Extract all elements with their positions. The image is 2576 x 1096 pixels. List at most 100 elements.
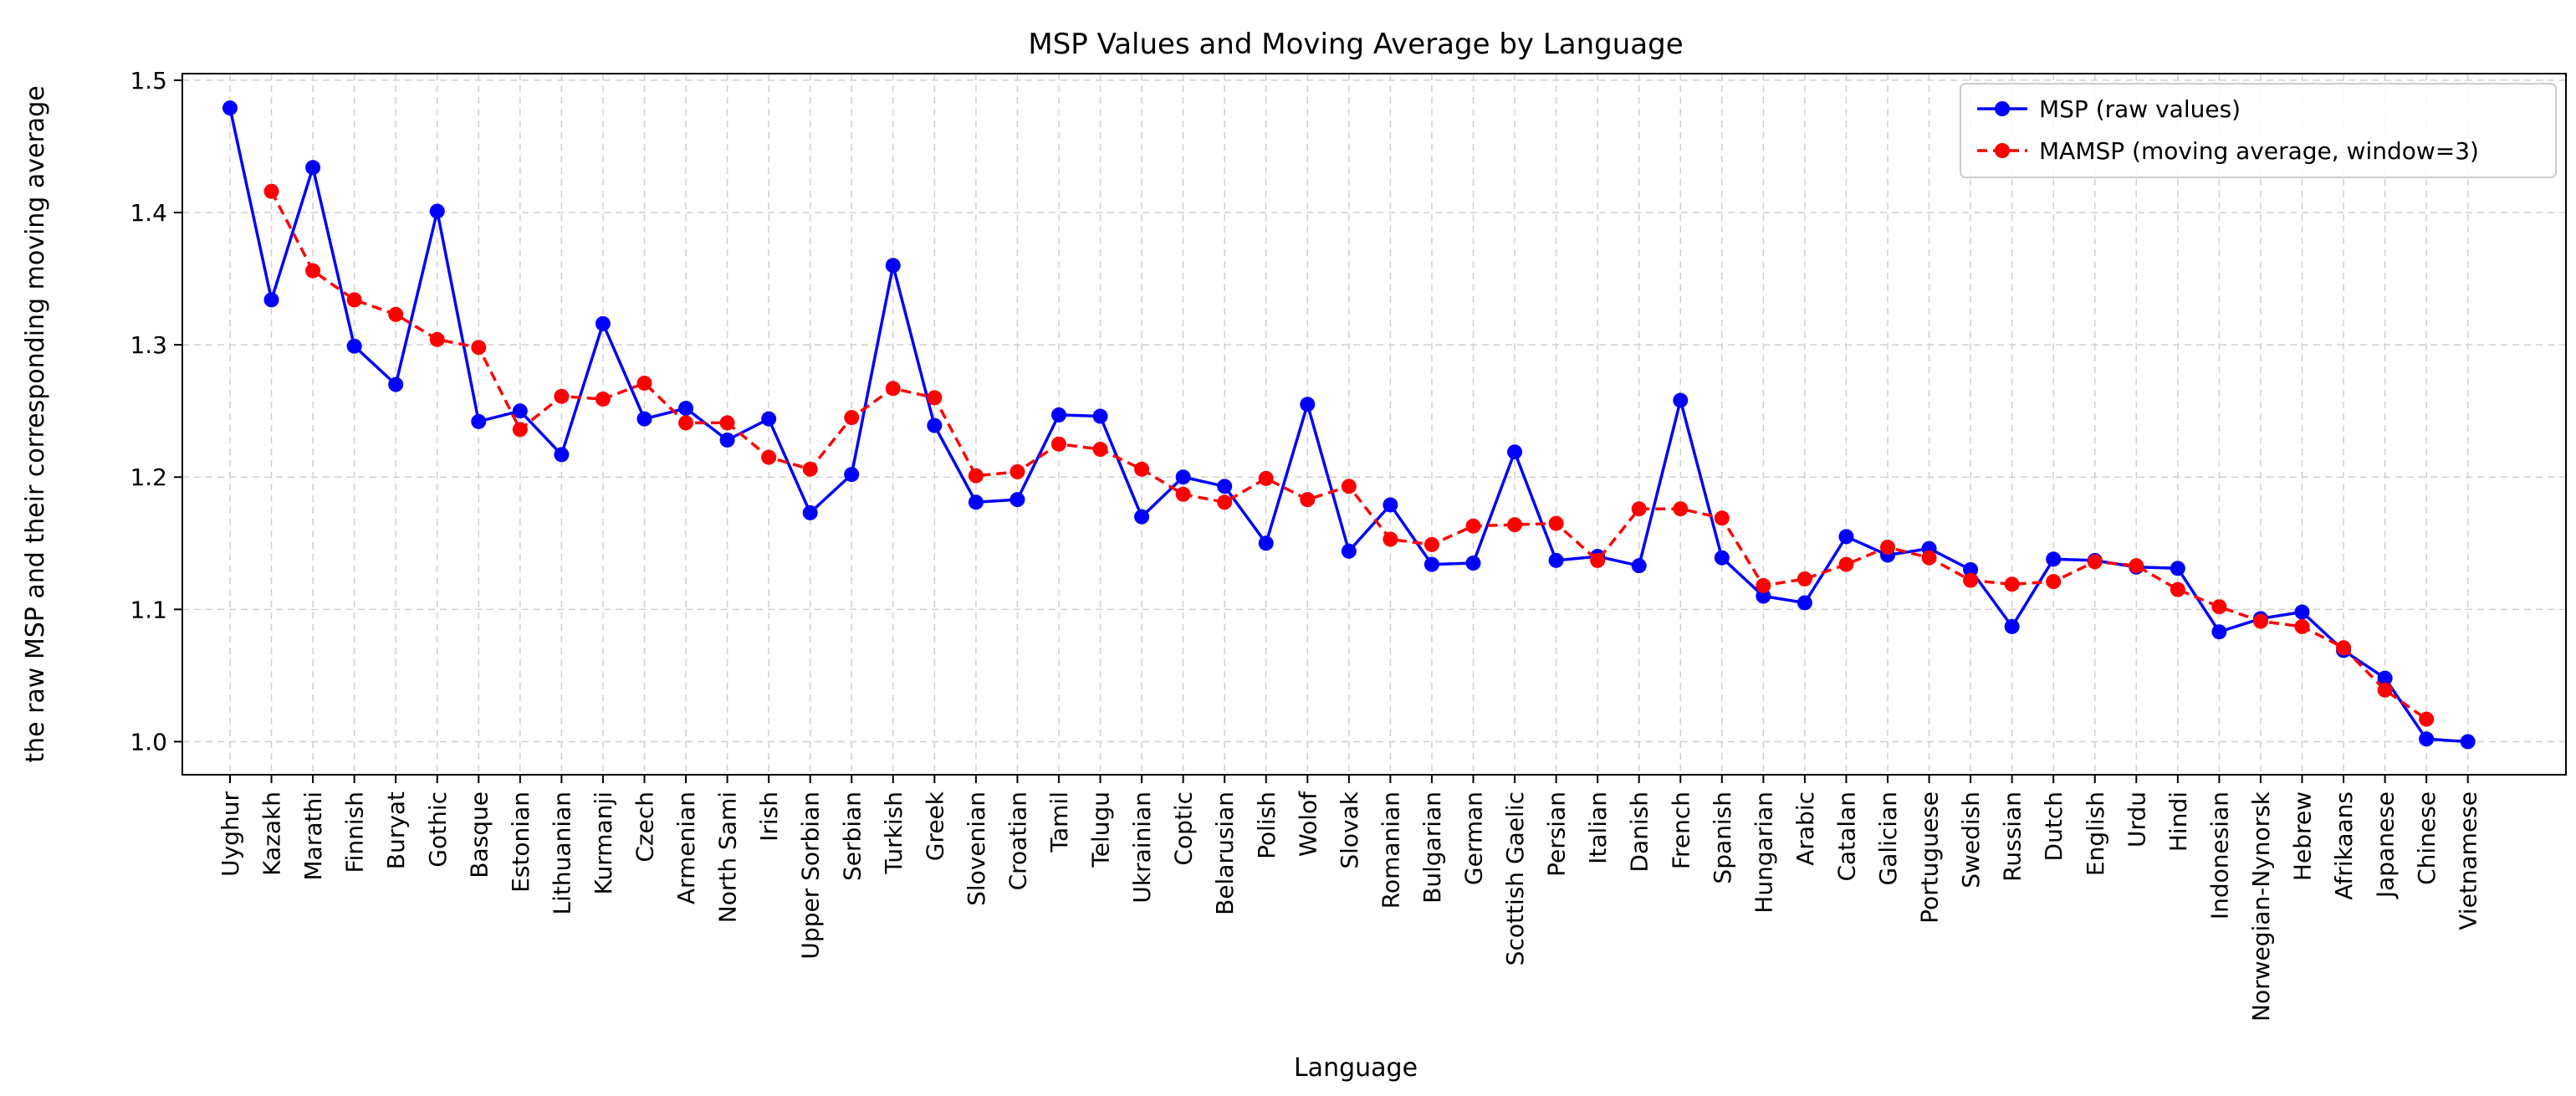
series-1-point <box>595 391 611 407</box>
series-0-point <box>388 376 404 392</box>
series-1-point <box>1838 556 1854 572</box>
series-0-point <box>1134 509 1150 525</box>
series-0-point <box>263 292 279 308</box>
x-tick-label: Chinese <box>2413 791 2441 885</box>
series-0-point <box>1963 561 1979 577</box>
series-1-point <box>1258 470 1274 486</box>
x-tick-label: Gothic <box>424 791 452 868</box>
series-1-point <box>429 331 445 347</box>
series-0-point <box>1009 492 1025 508</box>
x-axis-title: Language <box>1294 1053 1418 1083</box>
series-0-point <box>2419 731 2435 747</box>
x-tick-label: North Sami <box>714 791 742 923</box>
series-1-point <box>2129 558 2144 574</box>
series-1-point <box>1217 494 1233 510</box>
series-1-point <box>471 340 487 356</box>
series-1-point <box>1548 515 1564 531</box>
series-1-point <box>388 306 404 322</box>
x-tick-label: Persian <box>1543 791 1571 877</box>
x-tick-label: Italian <box>1584 791 1612 864</box>
series-1-point <box>1673 501 1689 517</box>
x-tick-label: Danish <box>1626 791 1653 873</box>
series-0-point <box>678 401 694 417</box>
series-1-point <box>636 375 652 391</box>
series-0-point <box>1797 595 1812 611</box>
series-1-point <box>1134 461 1150 477</box>
series-1-point <box>263 183 279 199</box>
series-0-point <box>2211 624 2227 640</box>
x-tick-label: Estonian <box>507 791 534 893</box>
x-tick-label: Wolof <box>1294 791 1321 857</box>
x-tick-label: Russian <box>1999 791 2027 882</box>
legend: MSP (raw values) MAMSP (moving average, … <box>1960 83 2557 178</box>
x-tick-label: Upper Sorbian <box>797 791 825 960</box>
x-tick-label: Croatian <box>1004 791 1031 890</box>
series-0-point <box>1756 588 1771 604</box>
legend-mamsp-label: MAMSP (moving average, window=3) <box>2039 137 2479 165</box>
x-tick-label: Catalan <box>1832 791 1860 882</box>
y-axis-ticks: 1.0 1.1 1.2 1.3 1.4 1.5 <box>130 67 182 755</box>
series-1-point <box>1963 572 1979 588</box>
x-tick-label: Spanish <box>1709 791 1736 884</box>
x-tick-label: Hungarian <box>1750 791 1777 914</box>
series-1-point <box>1714 510 1730 526</box>
x-tick-label: Belarusian <box>1211 791 1239 915</box>
x-tick-label: Indonesian <box>2205 791 2233 919</box>
series-0-point <box>305 160 321 176</box>
x-tick-label: Slovenian <box>963 791 990 906</box>
series-0-point <box>346 338 362 354</box>
series-1-point <box>1880 540 1895 556</box>
x-tick-label: Irish <box>755 791 783 842</box>
x-tick-label: Basque <box>465 791 493 878</box>
series-0-point <box>1300 397 1316 412</box>
x-tick-label: Lithuanian <box>548 791 575 914</box>
legend-msp-label: MSP (raw values) <box>2039 95 2241 123</box>
series-0-point <box>719 432 735 448</box>
x-tick-label: Arabic <box>1791 791 1819 866</box>
series-1-point <box>1507 517 1523 533</box>
series-1-point <box>2336 640 2352 656</box>
series-1-point <box>554 388 570 404</box>
series-0-point <box>761 411 777 427</box>
series-1-point <box>719 415 735 431</box>
x-tick-label: Turkish <box>880 791 907 874</box>
series-0-point <box>1051 407 1066 423</box>
series-0-point <box>844 467 860 483</box>
x-tick-label: French <box>1667 791 1694 869</box>
series-0-point <box>1092 408 1108 424</box>
series-0-point <box>1631 558 1647 574</box>
x-tick-label: Kazakh <box>258 791 286 876</box>
series-0-point <box>968 494 984 510</box>
series-1-point <box>305 263 321 279</box>
series-0-point <box>512 403 528 419</box>
series-1-point <box>678 415 694 431</box>
series-1-point <box>1921 550 1937 566</box>
series-1-point <box>1175 486 1191 502</box>
x-tick-label: Armenian <box>672 791 700 904</box>
plot-frame <box>181 73 2567 776</box>
series-0-point <box>554 447 570 463</box>
series-1-point <box>1756 577 1771 593</box>
x-tick-label: Galician <box>1874 791 1902 886</box>
series-1-point <box>2252 613 2268 629</box>
series-1-point <box>1300 492 1316 508</box>
x-tick-label: Coptic <box>1170 791 1198 866</box>
series-1-point <box>1383 531 1398 547</box>
series-0-point <box>885 258 901 274</box>
series-0-point <box>2294 604 2310 620</box>
series-0-point <box>802 504 818 520</box>
x-tick-label: Swedish <box>1957 791 1985 889</box>
series-0-point <box>471 413 487 429</box>
series-1-point <box>2004 576 2020 592</box>
series-1-point <box>1341 479 1357 494</box>
series-0-point <box>1217 479 1233 494</box>
series-1-point <box>1423 536 1439 552</box>
series-1-point <box>2294 618 2310 634</box>
series-0-point <box>222 100 238 116</box>
series-0-point <box>1838 529 1854 545</box>
x-tick-label: Slovak <box>1336 791 1363 868</box>
x-tick-label: Norwegian-Nynorsk <box>2247 791 2275 1022</box>
y-tick-label: 1.5 <box>130 67 167 95</box>
